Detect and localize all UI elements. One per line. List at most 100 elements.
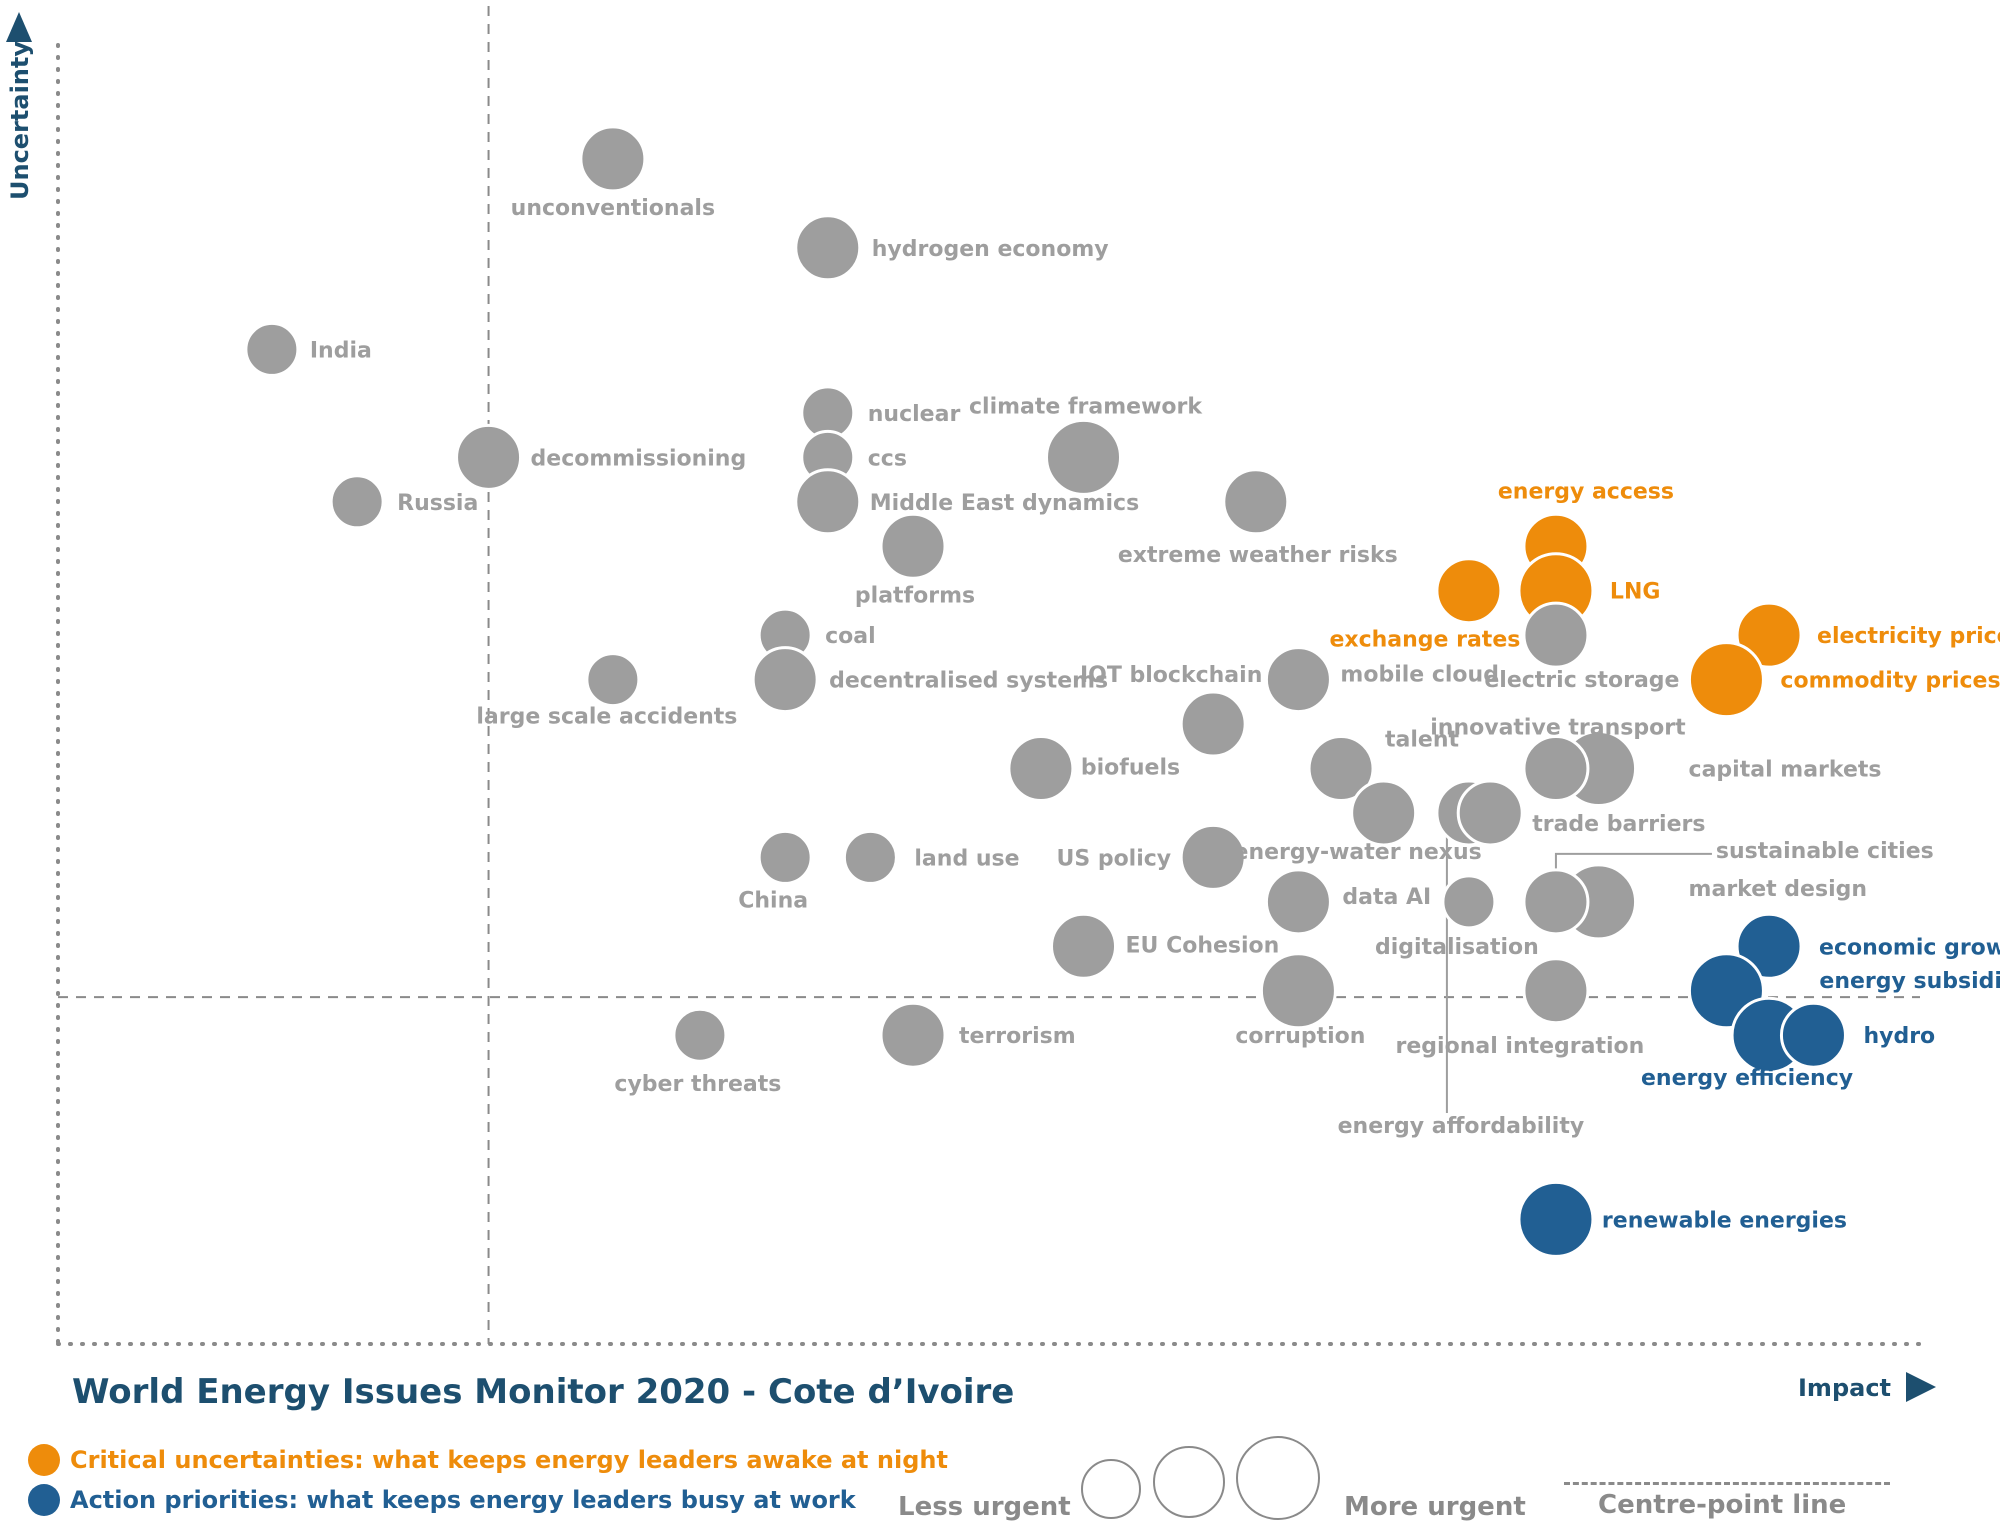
bubble-large-scale-accidents	[585, 652, 641, 708]
bubble-electricity-prices	[1735, 601, 1803, 669]
bubble-electric-storage	[1522, 601, 1590, 669]
bubble-india	[244, 321, 300, 377]
x-axis-label: Impact	[1798, 1374, 1891, 1402]
y-axis-label: Uncertainty	[6, 41, 34, 200]
label-extreme-weather-risks: extreme weather risks	[1118, 543, 1398, 568]
label-electric-storage: electric storage	[1484, 668, 1679, 693]
label-eu-cohesion: EU Cohesion	[1126, 933, 1280, 958]
legend-critical-label: Critical uncertainties: what keeps energ…	[70, 1446, 948, 1474]
label-trade-barriers: trade barriers	[1532, 812, 1705, 837]
label-nuclear: nuclear	[868, 402, 961, 427]
chart-title: World Energy Issues Monitor 2020 - Cote …	[72, 1372, 1015, 1412]
legend-centre-line-sample	[1564, 1482, 1890, 1485]
bubble-platforms	[879, 512, 947, 580]
label-climate-framework: climate framework	[969, 394, 1203, 419]
bubble-data-ai	[1264, 868, 1332, 936]
bubble-energy-water-nexus	[1350, 779, 1418, 847]
bubble-renewable-energies	[1517, 1180, 1595, 1258]
legend-centre-line: Centre-point line	[1598, 1490, 1847, 1520]
label-energy-affordability: energy affordability	[1338, 1114, 1585, 1139]
bubble-innovative-transport	[1522, 735, 1590, 802]
label-market-design: market design	[1689, 877, 1867, 902]
label-mobile-cloud: mobile cloud	[1340, 663, 1499, 688]
label-exchange-rates: exchange rates	[1329, 628, 1520, 653]
label-energy-access: energy access	[1498, 479, 1674, 504]
label-talent: talent	[1385, 728, 1459, 753]
bubble-middle-east-dynamics	[794, 468, 862, 536]
label-hydrogen-economy: hydrogen economy	[872, 237, 1109, 262]
bubble-russia	[329, 474, 385, 530]
label-innovative-transport: innovative transport	[1430, 716, 1686, 741]
legend-critical: Critical uncertainties: what keeps energ…	[28, 1444, 948, 1476]
legend-action-label: Action priorities: what keeps energy lea…	[70, 1486, 856, 1514]
label-india: India	[310, 338, 372, 363]
bubble-commodity-prices	[1687, 641, 1765, 719]
bubble-digitalisation	[1441, 874, 1497, 930]
bubble-iot-blockchain	[1179, 690, 1247, 758]
bubble-eu-cohesion	[1050, 912, 1118, 980]
label-commodity-prices: commodity prices	[1780, 669, 2000, 694]
bubble-unconventionals	[579, 125, 647, 193]
label-hydro: hydro	[1863, 1024, 1935, 1049]
bubbles	[244, 125, 1847, 1258]
bubble-labels: unconventionals hydrogen economy India nucl…	[310, 196, 2000, 1233]
legend-more-urgent: More urgent	[1344, 1492, 1526, 1522]
label-platforms: platforms	[855, 583, 975, 608]
label-regional-integration: regional integration	[1396, 1034, 1645, 1059]
bubble-terrorism	[879, 1001, 947, 1069]
label-data-ai: data AI	[1342, 885, 1431, 910]
label-ccs: ccs	[868, 446, 907, 471]
bubble-china	[757, 829, 813, 885]
label-electricity-prices: electricity prices	[1817, 624, 2000, 649]
legend-less-urgent: Less urgent	[898, 1492, 1071, 1522]
label-biofuels: biofuels	[1081, 756, 1180, 781]
label-us-policy: US policy	[1056, 846, 1171, 871]
bubble-exchange-rates	[1435, 557, 1503, 625]
label-terrorism: terrorism	[959, 1024, 1076, 1049]
bubble-decommissioning	[455, 423, 523, 491]
bubble-mobile-cloud	[1264, 646, 1332, 714]
bubble-economic-growth	[1735, 912, 1803, 980]
label-large-scale-accidents: large scale accidents	[476, 705, 737, 730]
label-energy-water-nexus: energy-water nexus	[1234, 840, 1482, 865]
bubble-cyber-threats	[672, 1007, 728, 1063]
bubble-decentralised-systems	[751, 646, 819, 714]
bubble-us-policy	[1179, 823, 1247, 891]
label-unconventionals: unconventionals	[511, 196, 715, 221]
bubble-hydro	[1779, 1001, 1847, 1069]
bubble-sustainable-cities	[1522, 868, 1590, 936]
bubble-talent	[1307, 735, 1375, 802]
x-axis-arrow-icon	[1906, 1372, 1936, 1402]
label-land-use: land use	[914, 846, 1019, 871]
legend-size-small	[1081, 1459, 1141, 1519]
bubble-extreme-weather-risks	[1222, 468, 1290, 536]
chart-axes: Uncertainty Impact	[6, 12, 1936, 1402]
label-lng: LNG	[1610, 580, 1661, 605]
label-energy-efficiency: energy efficiency	[1641, 1066, 1853, 1091]
label-iot-blockchain: IOT blockchain	[1080, 663, 1262, 688]
legend-size-medium	[1153, 1446, 1225, 1518]
y-axis-arrow-icon	[6, 12, 32, 42]
bubble-regional-integration	[1522, 957, 1590, 1025]
label-capital-markets: capital markets	[1689, 758, 1882, 783]
legend-critical-dot	[28, 1444, 60, 1476]
legend-action-dot	[28, 1484, 60, 1516]
bubble-climate-framework	[1045, 418, 1123, 496]
legend-size-large	[1236, 1436, 1320, 1520]
label-decentralised-systems: decentralised systems	[829, 669, 1108, 694]
label-renewable-energies: renewable energies	[1602, 1208, 1847, 1233]
label-cyber-threats: cyber threats	[614, 1072, 781, 1097]
label-china: China	[738, 888, 808, 913]
label-russia: Russia	[397, 491, 478, 516]
label-coal: coal	[825, 624, 876, 649]
legend-action: Action priorities: what keeps energy lea…	[28, 1484, 856, 1516]
label-sustainable-cities: sustainable cities	[1716, 839, 1934, 864]
label-corruption: corruption	[1235, 1024, 1365, 1049]
bubble-trade-barriers	[1456, 779, 1524, 847]
bubble-land-use	[842, 829, 898, 885]
bubble-hydrogen-economy	[794, 214, 862, 282]
bubble-corruption	[1259, 952, 1337, 1030]
label-economic-growth: economic growth	[1819, 935, 2000, 960]
